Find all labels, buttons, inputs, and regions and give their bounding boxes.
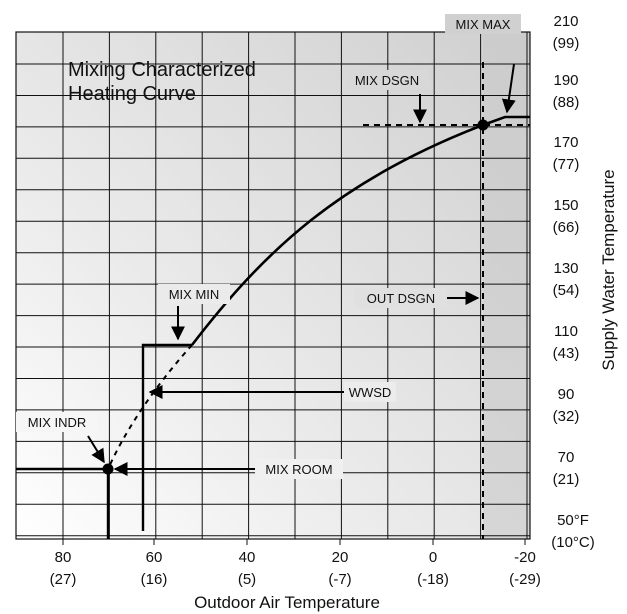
title-line-1: Mixing Characterized xyxy=(68,59,256,81)
y-tick-f: 130 xyxy=(553,260,578,277)
mix-max-label: MIX MAX xyxy=(456,17,511,32)
y-axis-label: Supply Water Temperature xyxy=(599,169,618,370)
x-tick-c: (27) xyxy=(50,571,77,588)
x-tick-f: 0 xyxy=(429,549,437,566)
plot-border xyxy=(15,31,531,540)
x-tick-f: 80 xyxy=(55,549,72,566)
out-dsgn-label: OUT DSGN xyxy=(367,291,435,306)
y-tick-c: (10°C) xyxy=(551,534,595,551)
mix-indr-label: MIX INDR xyxy=(28,415,87,430)
x-axis-label: Outdoor Air Temperature xyxy=(194,593,380,612)
diagram-title: Mixing Characterized Heating Curve xyxy=(68,59,256,105)
wwsd-label: WWSD xyxy=(349,385,392,400)
mix-max-arrow xyxy=(501,63,516,114)
wwsd-label-bg xyxy=(344,382,396,402)
y-tick-c: (77) xyxy=(553,156,580,173)
y-tick-f: 90 xyxy=(558,386,575,403)
mix-indr-point xyxy=(102,463,114,475)
y-tick-c: (54) xyxy=(553,282,580,299)
y-tick-c: (43) xyxy=(553,345,580,362)
y-tick-c: (66) xyxy=(553,219,580,236)
x-tick-c: (-7) xyxy=(328,571,351,588)
mix-max-label-bg xyxy=(445,14,521,34)
title-line-2: Heating Curve xyxy=(68,83,196,105)
mix-indr-arrow xyxy=(87,435,105,464)
mix-dsgn-label-bg xyxy=(346,70,430,90)
x-tick-f: 40 xyxy=(239,549,256,566)
mix-min-label-bg xyxy=(158,284,230,304)
y-tick-c: (99) xyxy=(553,35,580,52)
x-tick-c: (16) xyxy=(141,571,168,588)
y-tick-f: 150 xyxy=(553,197,578,214)
x-tick-c: (-18) xyxy=(417,571,449,588)
x-tick-f: -20 xyxy=(514,549,536,566)
y-tick-f: 170 xyxy=(553,134,578,151)
out-dsgn-label-bg xyxy=(355,288,447,308)
mix-dsgn-point xyxy=(477,119,489,131)
y-tick-f: 70 xyxy=(558,449,575,466)
grid-lines xyxy=(16,32,530,539)
x-tick-c: (-29) xyxy=(509,571,541,588)
y-tick-c: (88) xyxy=(553,94,580,111)
heating-curve-extension xyxy=(107,344,193,470)
y-tick-c: (21) xyxy=(553,471,580,488)
x-axis-ticks xyxy=(62,539,526,545)
mix-indr-label-bg xyxy=(16,412,98,432)
y-tick-f: 110 xyxy=(554,323,578,340)
y-axis-tick-labels: 210 (99) 190 (88) 170 (77) 150 (66) 130 … xyxy=(551,13,595,551)
x-tick-f: 20 xyxy=(332,549,349,566)
x-axis-tick-labels: 80 (27) 60 (16) 40 (5) 20 (-7) 0 (-18) -… xyxy=(50,549,541,588)
y-tick-c: (32) xyxy=(553,408,580,425)
mix-dsgn-label: MIX DSGN xyxy=(355,73,419,88)
mix-room-label: MIX ROOM xyxy=(265,462,332,477)
y-tick-f: 190 xyxy=(553,72,578,89)
x-tick-f: 60 xyxy=(146,549,163,566)
mix-min-label: MIX MIN xyxy=(169,287,220,302)
mix-room-label-bg xyxy=(255,459,343,479)
y-tick-f: 50°F xyxy=(557,512,589,529)
y-tick-f: 210 xyxy=(553,13,578,30)
x-tick-c: (5) xyxy=(238,571,256,588)
dsgn-shaded-zone xyxy=(483,32,530,539)
